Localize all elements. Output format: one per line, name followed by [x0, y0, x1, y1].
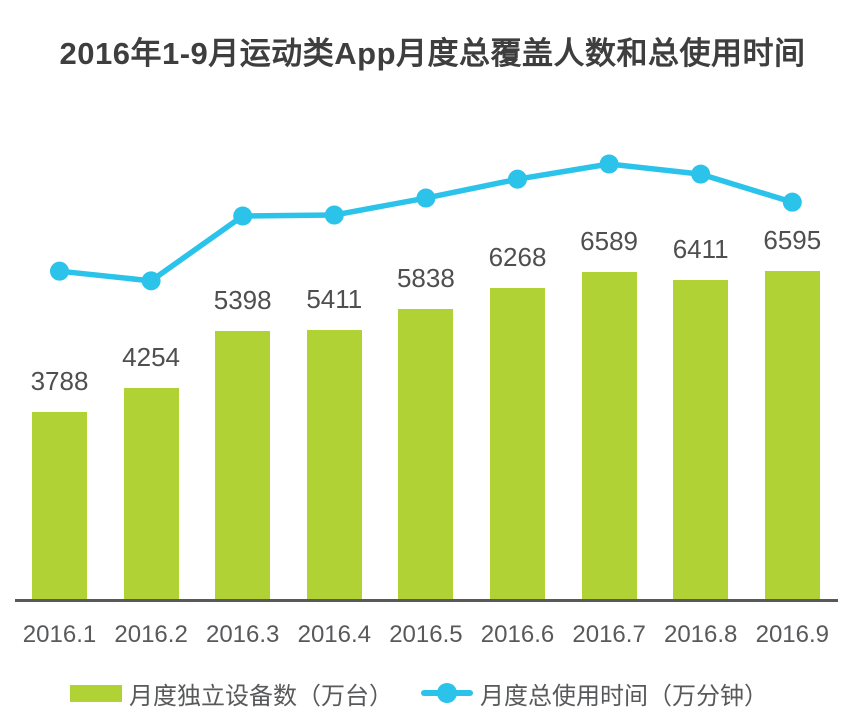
bar-2016.8	[673, 280, 729, 599]
bar-2016.3	[215, 331, 271, 599]
bar-value-label: 6595	[763, 225, 822, 256]
bar-2016.6	[490, 287, 545, 599]
legend-item-devices: 月度独立设备数（万台）	[70, 680, 393, 710]
usage-time-line	[56, 161, 796, 284]
bar-value-label: 4254	[122, 342, 181, 373]
line-data-point	[233, 206, 253, 226]
bar-value-label: 6589	[580, 225, 639, 256]
x-axis-label: 2016.5	[389, 621, 463, 648]
line-data-point	[599, 154, 619, 174]
bar-2016.5	[398, 309, 454, 599]
x-axis-label: 2016.1	[22, 621, 97, 648]
bar-2016.4	[306, 330, 362, 599]
line-dot-swatch-icon	[421, 682, 473, 704]
line-data-point	[691, 164, 711, 184]
x-axis-label: 2016.3	[205, 621, 280, 648]
line-data-point	[508, 169, 527, 189]
bar-2016.2	[123, 388, 179, 599]
line-data-point	[141, 271, 161, 291]
x-axis-label: 2016.9	[755, 621, 829, 648]
bar-value-label: 5398	[213, 285, 272, 316]
bar-value-label: 6268	[488, 241, 547, 272]
x-axis-label: 2016.8	[663, 621, 738, 648]
line-data-point	[324, 205, 344, 225]
x-axis-line	[15, 599, 838, 602]
x-axis-label: 2016.7	[572, 621, 646, 648]
bar-2016.9	[764, 271, 820, 599]
line-data-point	[50, 261, 69, 281]
line-swatch-dot	[437, 683, 457, 703]
legend: 月度独立设备数（万台） 月度总使用时间（万分钟）	[70, 680, 768, 710]
chart-title: 2016年1-9月运动类App月度总覆盖人数和总使用时间	[59, 36, 806, 71]
bar-value-label: 6411	[672, 234, 729, 265]
x-axis-label: 2016.4	[297, 621, 371, 648]
bar-2016.7	[581, 271, 637, 599]
legend-label-usage-time: 月度总使用时间（万分钟）	[480, 682, 768, 710]
x-axis-label: 2016.2	[114, 621, 188, 648]
bar-swatch-icon	[70, 684, 122, 702]
line-data-point	[782, 192, 802, 212]
legend-label-devices: 月度独立设备数（万台）	[129, 682, 393, 710]
bar-value-label: 5411	[306, 284, 363, 315]
line-data-point	[416, 188, 436, 208]
bar-value-label: 5838	[396, 263, 455, 294]
bar-value-label: 3788	[30, 365, 89, 396]
x-axis-label: 2016.6	[480, 621, 555, 648]
legend-item-usage-time: 月度总使用时间（万分钟）	[421, 680, 768, 710]
bar-2016.1	[32, 411, 87, 599]
